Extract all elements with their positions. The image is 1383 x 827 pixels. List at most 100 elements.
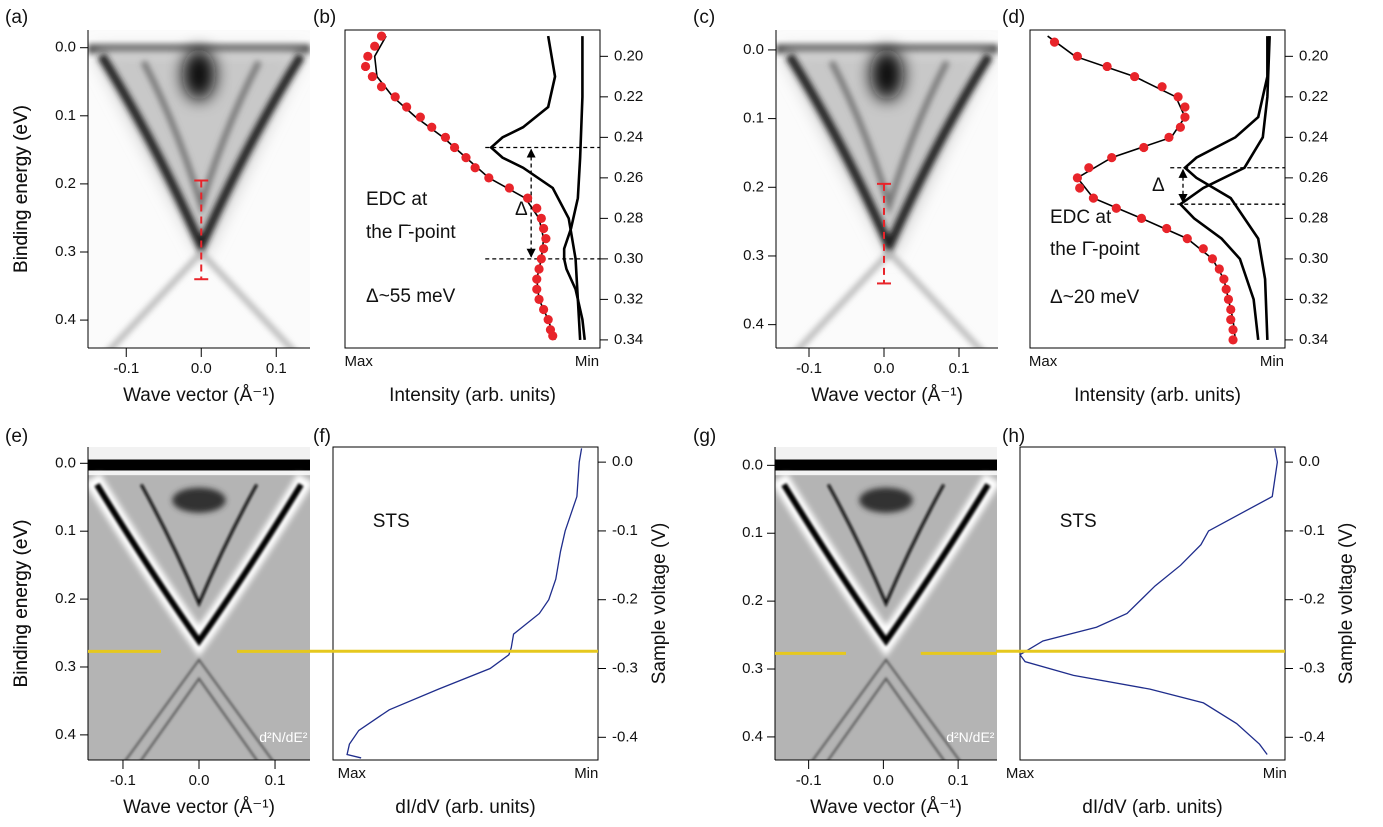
annotation: STS bbox=[373, 511, 410, 532]
x-tick-label: Max bbox=[345, 353, 374, 370]
data-point bbox=[1162, 223, 1172, 234]
y-tick-label: 0.20 bbox=[614, 47, 643, 64]
spectrum-image bbox=[88, 447, 310, 760]
image-inner-band bbox=[826, 483, 946, 608]
image-top bbox=[775, 459, 997, 471]
y-tick-label: -0.2 bbox=[1299, 591, 1325, 608]
data-point bbox=[376, 31, 387, 41]
data-point bbox=[534, 294, 544, 304]
y-tick-label: 0.32 bbox=[614, 290, 643, 307]
data-point bbox=[415, 112, 425, 122]
annotation: STS bbox=[1060, 511, 1097, 532]
y-tick-label: 0.34 bbox=[1299, 331, 1328, 348]
y-tick-label: 0.20 bbox=[1299, 47, 1328, 64]
data-point bbox=[1223, 294, 1234, 304]
x-tick-label: Max bbox=[1006, 765, 1035, 782]
data-point bbox=[1102, 61, 1112, 72]
y-axis-label: Sample voltage (V) bbox=[649, 523, 670, 685]
image-lower-cone bbox=[124, 658, 274, 760]
data-point bbox=[1180, 112, 1190, 122]
y-tick-label: 0.4 bbox=[55, 311, 76, 328]
y-tick-label: 0.0 bbox=[55, 454, 76, 471]
panel-label: (a) bbox=[5, 7, 28, 28]
y-tick-label: 0.1 bbox=[743, 110, 764, 127]
x-axis-label: Intensity (arb. units) bbox=[1074, 385, 1241, 406]
plot-frame bbox=[1019, 446, 1286, 761]
plot-frame bbox=[332, 446, 599, 761]
y-axis-label: Binding energy (eV) bbox=[11, 105, 32, 273]
y-tick-label: 0.24 bbox=[1299, 128, 1328, 145]
y-tick-label: 0.0 bbox=[55, 39, 76, 56]
x-tick-label: -0.1 bbox=[796, 772, 822, 789]
image-label: d²N/dE² bbox=[946, 729, 995, 745]
y-tick-label: -0.3 bbox=[1299, 659, 1325, 676]
y-tick-label: -0.4 bbox=[1299, 728, 1325, 745]
data-point bbox=[1226, 315, 1236, 325]
x-axis-label: dI/dV (arb. units) bbox=[395, 797, 535, 818]
y-tick-label: 0.3 bbox=[742, 660, 763, 677]
data-point bbox=[461, 153, 471, 163]
x-axis-label: Wave vector (Å⁻¹) bbox=[123, 797, 275, 818]
x-axis-label: Wave vector (Å⁻¹) bbox=[123, 385, 275, 406]
data-point bbox=[376, 82, 387, 92]
image-band bbox=[785, 53, 993, 258]
y-tick-label: 0.24 bbox=[614, 128, 643, 145]
y-tick-label: 0.34 bbox=[614, 331, 643, 348]
y-tick-label: 0.22 bbox=[614, 88, 643, 105]
data-point bbox=[539, 304, 549, 315]
y-axis-label: Binding energy (eV) bbox=[11, 105, 32, 273]
y-tick-label: 0.2 bbox=[55, 175, 76, 192]
data-point bbox=[1228, 325, 1238, 335]
data-point bbox=[536, 213, 546, 223]
y-tick-label: 0.28 bbox=[1299, 209, 1328, 226]
data-point bbox=[1173, 92, 1183, 102]
image-label: d²N/dE² bbox=[259, 729, 308, 745]
image-lower-cone bbox=[795, 248, 983, 348]
image-inner-band bbox=[828, 60, 950, 216]
data-point bbox=[1107, 153, 1117, 163]
panel: (f) Max Min 0.0 -0.1 -0.2 -0.3 -0.4 dI/dV (arb. … bbox=[309, 426, 670, 818]
panel-label: (g) bbox=[693, 426, 716, 447]
annotation: Δ~55 meV bbox=[366, 286, 456, 307]
spectrum-image bbox=[88, 30, 310, 348]
y-tick-label: 0.1 bbox=[55, 522, 76, 539]
fit-component bbox=[489, 35, 582, 340]
x-tick-label: 0.1 bbox=[948, 772, 969, 789]
data-point bbox=[504, 183, 514, 193]
annotation: the Γ̄-point bbox=[1050, 239, 1140, 260]
x-tick-label: Max bbox=[338, 765, 367, 782]
fit-component bbox=[1183, 36, 1269, 340]
data-point bbox=[470, 163, 480, 173]
x-tick-label: 0.0 bbox=[874, 360, 895, 377]
x-tick-label: 0.0 bbox=[189, 772, 210, 789]
image-blob bbox=[182, 49, 216, 100]
fit-component bbox=[1178, 36, 1271, 341]
x-tick-label: 0.1 bbox=[949, 360, 970, 377]
panel-label: (h) bbox=[1002, 426, 1025, 447]
data-point bbox=[532, 274, 542, 284]
x-tick-label: Min bbox=[1260, 353, 1284, 370]
annotation: Δ bbox=[1152, 175, 1165, 196]
data-point bbox=[1198, 244, 1208, 254]
y-tick-label: 0.1 bbox=[742, 524, 763, 541]
y-axis-label: Binding energy (eV) bbox=[11, 520, 32, 688]
x-tick-label: 0.1 bbox=[265, 772, 286, 789]
image-blob bbox=[859, 487, 913, 513]
data-point bbox=[539, 223, 549, 234]
data-point bbox=[1182, 234, 1192, 244]
y-tick-label: 0.1 bbox=[55, 107, 76, 124]
data-point bbox=[548, 331, 558, 341]
y-tick-label: 0.4 bbox=[742, 728, 763, 745]
y-axis-label: Binding energy (eV) bbox=[11, 520, 32, 688]
panel-label: (f) bbox=[313, 426, 331, 447]
panel-label: (c) bbox=[693, 7, 715, 28]
data-point bbox=[1221, 284, 1231, 294]
image-glow bbox=[92, 49, 306, 259]
sts-curve bbox=[1019, 448, 1279, 755]
data-point bbox=[539, 244, 549, 254]
y-tick-label: 0.3 bbox=[55, 243, 76, 260]
image-inner-band bbox=[139, 483, 259, 608]
panel-label: (b) bbox=[313, 7, 336, 28]
